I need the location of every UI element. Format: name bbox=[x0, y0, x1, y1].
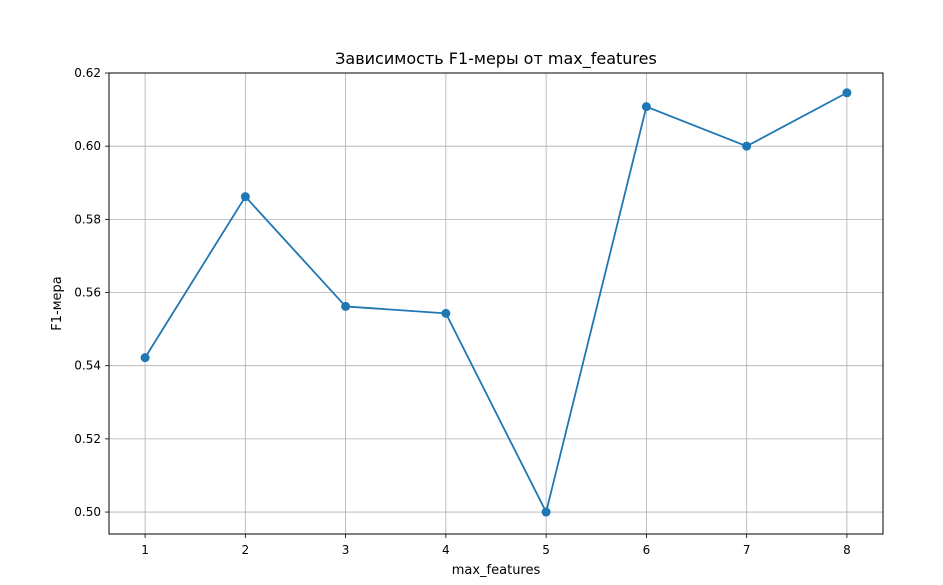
axis-ticks: 1 2 3 4 5 6 7 8 0.50 0.52 0.54 0.56 0.58 0.60 0.62 bbox=[74, 66, 850, 557]
data-point bbox=[742, 141, 752, 151]
x-tick-label: 2 bbox=[242, 543, 250, 557]
data-point bbox=[541, 507, 551, 517]
y-tick-label: 0.56 bbox=[74, 286, 101, 300]
chart-title: Зависимость F1-меры от max_features bbox=[335, 49, 657, 69]
series-layer bbox=[140, 88, 852, 517]
y-tick-label: 0.62 bbox=[74, 66, 101, 80]
y-tick-label: 0.54 bbox=[74, 359, 101, 373]
data-point bbox=[240, 192, 250, 202]
x-tick-label: 7 bbox=[743, 543, 751, 557]
y-tick-label: 0.50 bbox=[74, 505, 101, 519]
data-point bbox=[341, 301, 351, 311]
x-tick-label: 4 bbox=[442, 543, 450, 557]
x-tick-label: 5 bbox=[542, 543, 550, 557]
y-tick-label: 0.58 bbox=[74, 212, 101, 226]
data-point bbox=[842, 88, 852, 98]
x-tick-label: 1 bbox=[141, 543, 149, 557]
x-tick-label: 8 bbox=[843, 543, 851, 557]
x-tick-label: 6 bbox=[643, 543, 651, 557]
data-point bbox=[641, 102, 651, 112]
x-tick-label: 3 bbox=[342, 543, 350, 557]
y-axis-title: F1-мера bbox=[50, 276, 65, 330]
y-tick-label: 0.60 bbox=[74, 139, 101, 153]
x-axis-title: max_features bbox=[452, 563, 541, 578]
data-point bbox=[140, 353, 150, 363]
y-tick-label: 0.52 bbox=[74, 432, 101, 446]
data-point bbox=[441, 308, 451, 318]
series-line bbox=[144, 91, 848, 513]
plot-area-frame bbox=[108, 72, 884, 535]
